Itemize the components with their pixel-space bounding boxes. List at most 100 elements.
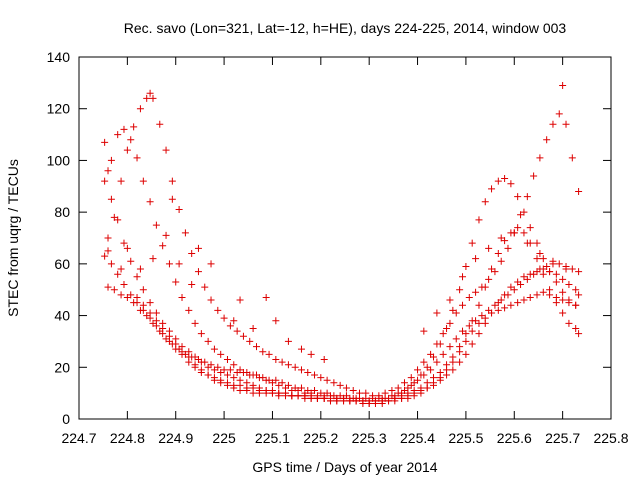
data-point <box>456 348 464 356</box>
data-point <box>252 343 260 351</box>
data-point <box>375 394 383 402</box>
data-point <box>146 198 154 206</box>
data-point <box>371 399 379 407</box>
x-tick-label: 224.8 <box>110 430 145 446</box>
data-point <box>191 361 199 369</box>
data-point <box>101 138 109 146</box>
data-point <box>433 358 441 366</box>
data-point <box>104 283 112 291</box>
data-point <box>342 384 350 392</box>
data-point <box>497 296 505 304</box>
data-point <box>326 397 334 405</box>
data-point <box>449 366 457 374</box>
x-tick-label: 225.2 <box>303 430 338 446</box>
data-point <box>346 397 354 405</box>
data-point <box>497 257 505 265</box>
data-point <box>123 146 131 154</box>
data-point <box>330 379 338 387</box>
data-point <box>168 177 176 185</box>
data-point <box>478 283 486 291</box>
data-point <box>468 340 476 348</box>
data-point <box>104 247 112 255</box>
data-point <box>101 252 109 260</box>
data-point <box>514 299 522 307</box>
data-point <box>539 288 547 296</box>
data-point <box>207 361 215 369</box>
data-point <box>407 381 415 389</box>
data-point <box>336 392 344 400</box>
data-point <box>104 167 112 175</box>
data-point <box>259 348 267 356</box>
data-point <box>349 387 357 395</box>
data-point <box>536 250 544 258</box>
data-point <box>149 94 157 102</box>
data-point <box>282 392 290 400</box>
data-point <box>136 306 144 314</box>
data-point <box>249 325 257 332</box>
data-point <box>317 374 325 382</box>
data-point <box>165 260 173 268</box>
data-point <box>204 337 212 345</box>
data-point <box>462 262 470 270</box>
data-point <box>446 296 454 304</box>
data-point <box>433 340 441 348</box>
data-point <box>459 327 467 335</box>
data-point <box>156 120 164 128</box>
data-point <box>491 268 499 276</box>
data-point <box>188 281 196 289</box>
data-point <box>194 268 202 276</box>
data-point <box>400 387 408 395</box>
data-point <box>333 397 341 405</box>
data-point <box>149 255 157 263</box>
data-point <box>468 327 476 335</box>
data-point <box>220 366 228 374</box>
data-point <box>504 291 512 299</box>
data-point <box>133 154 141 162</box>
y-tick-label: 80 <box>54 204 70 220</box>
data-point <box>317 389 325 397</box>
data-point <box>304 368 312 376</box>
data-point <box>110 286 118 294</box>
data-point <box>520 229 528 237</box>
data-point <box>449 358 457 366</box>
data-point <box>427 350 435 358</box>
data-point <box>391 397 399 405</box>
data-point <box>272 356 280 364</box>
x-tick-label: 225.4 <box>400 430 435 446</box>
data-point <box>188 250 196 258</box>
data-point <box>284 381 292 389</box>
data-point <box>388 392 396 400</box>
data-point <box>107 195 115 203</box>
data-point <box>162 231 170 239</box>
data-point <box>443 325 451 332</box>
data-point <box>311 371 319 379</box>
data-point <box>313 394 321 402</box>
data-point <box>549 120 557 128</box>
data-point <box>555 110 563 118</box>
data-point <box>575 187 583 195</box>
data-point <box>562 265 570 273</box>
data-point <box>336 381 344 389</box>
data-point <box>420 358 428 366</box>
data-point <box>107 260 115 268</box>
data-point <box>543 136 551 144</box>
data-point <box>443 366 451 374</box>
data-point <box>539 255 547 263</box>
data-point <box>230 361 238 369</box>
data-point <box>501 304 509 312</box>
data-point <box>162 146 170 154</box>
data-point <box>575 291 583 299</box>
data-point <box>481 198 489 206</box>
data-point <box>475 301 483 309</box>
data-point <box>330 392 338 400</box>
data-point <box>152 221 160 229</box>
data-point <box>352 397 360 405</box>
data-point <box>152 317 160 325</box>
data-point <box>207 260 215 268</box>
data-point <box>307 394 315 402</box>
data-point <box>284 361 292 369</box>
data-point <box>178 293 186 301</box>
data-point <box>139 286 147 294</box>
data-point <box>210 376 218 384</box>
